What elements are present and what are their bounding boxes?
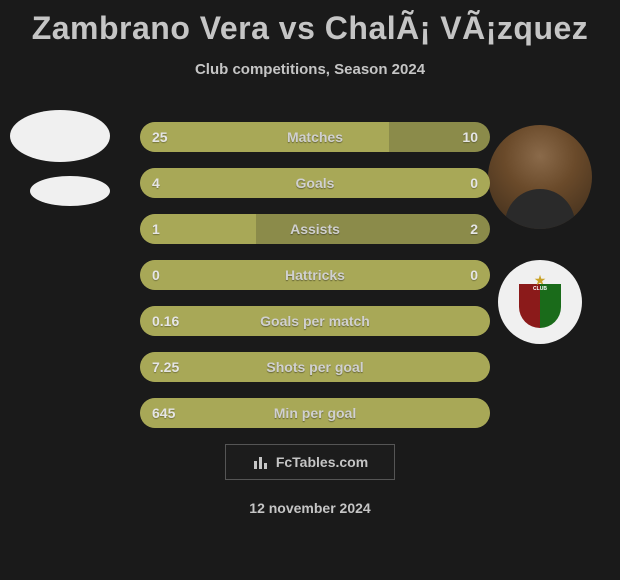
player-2-avatar [488,125,592,229]
stat-label: Matches [287,129,343,145]
club-1-logo [30,176,110,206]
bars-icon [252,455,270,469]
stat-value-left: 0 [152,267,160,283]
stat-value-left: 4 [152,175,160,191]
footer-attribution: FcTables.com [225,444,395,480]
stat-label: Shots per goal [266,359,363,375]
stat-row: 7.25 Shots per goal [140,352,490,382]
comparison-bars: 25 Matches 10 4 Goals 0 1 Assists 2 0 Hattricks 0 0.… [140,122,490,444]
stat-row: 0.16 Goals per match [140,306,490,336]
stat-row: 0 Hattricks 0 [140,260,490,290]
subtitle: Club competitions, Season 2024 [0,61,620,78]
player-1-avatar [10,110,110,162]
footer-site: FcTables.com [276,454,368,470]
stat-label: Goals per match [260,313,370,329]
crest-text: CLUB [533,286,547,292]
crest-icon: ★ CLUB [519,276,561,328]
stat-label: Hattricks [285,267,345,283]
stat-value-right: 2 [470,221,478,237]
stat-label: Min per goal [274,405,356,421]
stat-row: 4 Goals 0 [140,168,490,198]
stat-value-right: 0 [470,175,478,191]
stat-label: Assists [290,221,340,237]
stat-row: 25 Matches 10 [140,122,490,152]
stat-row: 1 Assists 2 [140,214,490,244]
stat-label: Goals [296,175,335,191]
stat-value-left: 25 [152,129,168,145]
page-title: Zambrano Vera vs ChalÃ¡ VÃ¡zquez [0,0,620,47]
club-2-logo: ★ CLUB [498,260,582,344]
stat-row: 645 Min per goal [140,398,490,428]
stat-value-left: 1 [152,221,160,237]
footer-date: 12 november 2024 [249,500,370,516]
stat-value-right: 10 [462,129,478,145]
stat-value-left: 645 [152,405,175,421]
stat-value-left: 0.16 [152,313,179,329]
stat-fill-left [140,122,389,152]
stat-value-right: 0 [470,267,478,283]
stat-value-left: 7.25 [152,359,179,375]
